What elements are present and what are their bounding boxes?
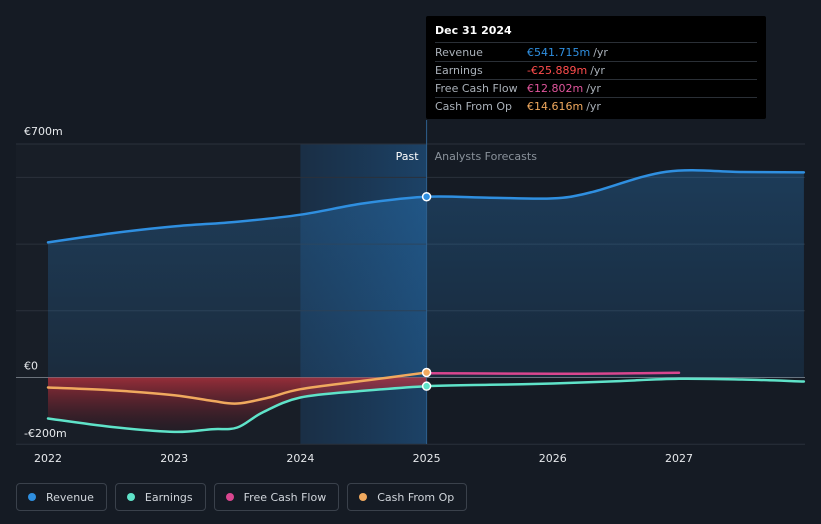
cash-from-op-line: [46, 371, 428, 405]
legend-item-earnings[interactable]: Earnings: [114, 483, 206, 511]
tooltip-row-free-cash-flow: Free Cash Flow €12.802m /yr: [435, 80, 757, 98]
tooltip-label: Earnings: [435, 64, 483, 77]
tooltip-row-cash-from-op: Cash From Op €14.616m /yr: [435, 98, 757, 115]
tooltip-label: Cash From Op: [435, 100, 513, 113]
series-markers: [421, 191, 432, 391]
tooltip-label: Free Cash Flow: [435, 82, 518, 95]
legend-dot-icon: [359, 493, 368, 501]
x-axis-label: 2024: [286, 452, 314, 465]
legend-label: Free Cash Flow: [243, 490, 327, 504]
tooltip-value: -€25.889m: [527, 64, 588, 77]
x-axis-label: 2025: [413, 452, 441, 465]
legend-item-revenue[interactable]: Revenue: [16, 483, 107, 511]
cash-from-op-marker: [421, 367, 432, 378]
legend-dot-icon: [225, 493, 234, 501]
tooltip-unit: /yr: [586, 82, 601, 95]
legend-label: Revenue: [46, 490, 94, 504]
tooltip-date: Dec 31 2024: [435, 24, 757, 43]
tooltip-row-revenue: Revenue €541.715m /yr: [435, 44, 757, 62]
tooltip-unit: /yr: [593, 46, 608, 59]
y-axis-labels: €700m €0 -€200m: [24, 125, 67, 440]
legend-item-cash-from-op[interactable]: Cash From Op: [347, 483, 468, 511]
x-axis-label: 2023: [160, 452, 188, 465]
tooltip-row-earnings: Earnings -€25.889m /yr: [435, 62, 757, 80]
forecast-label: Analysts Forecasts: [435, 150, 538, 163]
x-axis-labels: 2022 2023 2024 2025 2026 2027: [34, 452, 693, 465]
x-axis-label: 2026: [539, 452, 567, 465]
earnings-marker: [421, 381, 432, 391]
legend-label: Cash From Op: [377, 490, 455, 504]
legend-dot-icon: [28, 493, 36, 501]
tooltip-value: €541.715m: [527, 46, 591, 59]
legend-item-free-cash-flow[interactable]: Free Cash Flow: [213, 483, 340, 511]
legend-dot-icon: [126, 493, 135, 501]
y-axis-label: -€200m: [24, 427, 67, 440]
free-cash-flow-line: [425, 371, 681, 376]
x-axis-label: 2022: [34, 452, 62, 465]
x-axis-label: 2027: [665, 452, 693, 465]
chart-legend: Revenue Earnings Free Cash Flow Cash Fro…: [16, 483, 468, 511]
tooltip-unit: /yr: [590, 64, 605, 77]
y-axis-label: €0: [24, 360, 38, 373]
tooltip-unit: /yr: [586, 100, 601, 113]
tooltip-label: Revenue: [435, 46, 483, 59]
y-axis-label: €700m: [24, 125, 63, 138]
past-label: Past: [396, 150, 420, 163]
data-tooltip: Dec 31 2024 Revenue €541.715m /yr Earnin…: [426, 16, 766, 119]
tooltip-value: €14.616m: [527, 100, 584, 113]
revenue-marker: [421, 191, 432, 202]
earnings-line: [46, 377, 806, 434]
legend-label: Earnings: [144, 490, 193, 504]
tooltip-value: €12.802m: [527, 82, 584, 95]
